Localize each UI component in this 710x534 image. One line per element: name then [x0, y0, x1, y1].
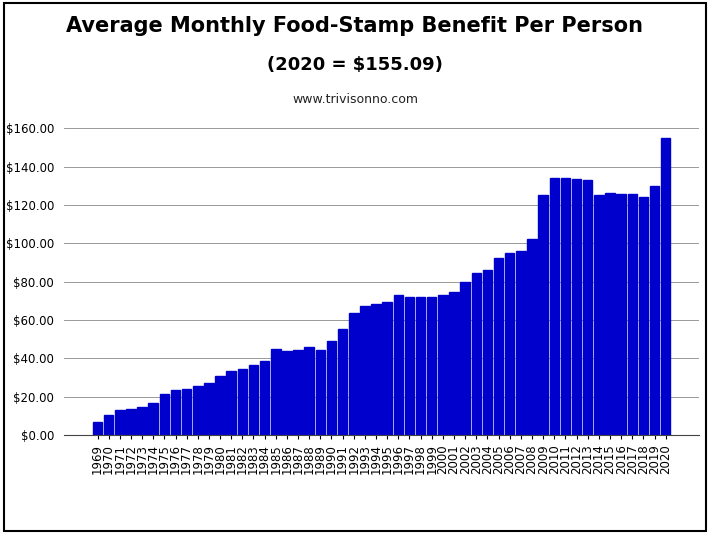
- Bar: [282, 351, 292, 435]
- Bar: [594, 195, 604, 435]
- Bar: [115, 410, 124, 435]
- Bar: [528, 239, 537, 435]
- Bar: [572, 179, 581, 435]
- Bar: [661, 138, 670, 435]
- Bar: [516, 250, 525, 435]
- Bar: [405, 297, 414, 435]
- Bar: [606, 193, 615, 435]
- Bar: [193, 386, 202, 435]
- Bar: [583, 180, 592, 435]
- Bar: [639, 197, 648, 435]
- Bar: [305, 348, 314, 435]
- Bar: [449, 292, 459, 435]
- Bar: [238, 369, 247, 435]
- Bar: [383, 302, 392, 435]
- Bar: [616, 194, 626, 435]
- Bar: [104, 415, 114, 435]
- Bar: [160, 394, 169, 435]
- Text: www.trivisonno.com: www.trivisonno.com: [292, 93, 418, 106]
- Bar: [248, 365, 258, 435]
- Bar: [628, 194, 637, 435]
- Bar: [550, 178, 559, 435]
- Bar: [260, 361, 269, 435]
- Bar: [148, 403, 158, 435]
- Bar: [327, 341, 337, 435]
- Bar: [171, 390, 180, 435]
- Bar: [226, 371, 236, 435]
- Bar: [561, 178, 570, 435]
- Bar: [137, 407, 147, 435]
- Bar: [471, 273, 481, 435]
- Bar: [538, 195, 548, 435]
- Bar: [316, 350, 325, 435]
- Text: (2020 = $155.09): (2020 = $155.09): [267, 56, 443, 74]
- Bar: [505, 253, 515, 435]
- Bar: [182, 389, 192, 435]
- Bar: [650, 186, 660, 435]
- Bar: [427, 296, 437, 435]
- Bar: [438, 295, 447, 435]
- Bar: [93, 422, 102, 435]
- Bar: [204, 383, 214, 435]
- Bar: [494, 258, 503, 435]
- Bar: [483, 270, 492, 435]
- Bar: [349, 313, 359, 435]
- Bar: [293, 350, 302, 435]
- Bar: [416, 297, 425, 435]
- Bar: [126, 409, 136, 435]
- Bar: [461, 282, 470, 435]
- Text: Average Monthly Food-Stamp Benefit Per Person: Average Monthly Food-Stamp Benefit Per P…: [67, 16, 643, 36]
- Bar: [215, 376, 225, 435]
- Bar: [393, 295, 403, 435]
- Bar: [360, 306, 370, 435]
- Bar: [371, 303, 381, 435]
- Bar: [338, 328, 347, 435]
- Bar: [271, 349, 280, 435]
